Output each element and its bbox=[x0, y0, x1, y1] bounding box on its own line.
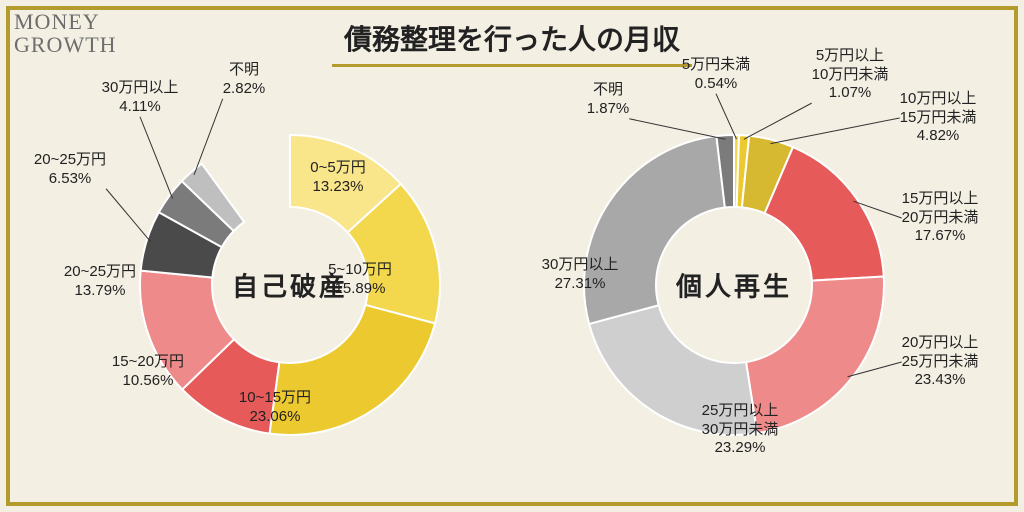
slice-percent: 15.89% bbox=[328, 280, 392, 299]
slice-callout: 30万円以上 27.31% bbox=[542, 256, 619, 294]
slice-callout: 10~15万円 23.06% bbox=[239, 389, 311, 427]
slice-callout: 20~25万円 13.79% bbox=[64, 263, 136, 301]
slice-callout: 20~25万円 6.53% bbox=[34, 151, 106, 189]
slice-label: 5万円未満 bbox=[682, 56, 750, 73]
slice-percent: 0.54% bbox=[682, 75, 750, 94]
slice-percent: 17.67% bbox=[902, 227, 979, 246]
slice-label: 0~5万円 bbox=[310, 159, 365, 176]
slice-callout: 5~10万円 15.89% bbox=[328, 261, 392, 299]
slice-label: 5万円以上 10万円未満 bbox=[812, 47, 889, 83]
slice-percent: 10.56% bbox=[112, 372, 184, 391]
slice-percent: 2.82% bbox=[223, 80, 266, 99]
slice-label: 20万円以上 25万円未満 bbox=[902, 334, 979, 370]
slice-callout: 25万円以上 30万円未満23.29% bbox=[702, 402, 779, 458]
page-title: 債務整理を行った人の月収 bbox=[344, 24, 680, 55]
slice-label: 10万円以上 15万円未満 bbox=[900, 90, 977, 126]
slice-callout: 20万円以上 25万円未満23.43% bbox=[902, 334, 979, 390]
slice-callout: 不明 1.87% bbox=[587, 81, 630, 119]
slice-callout: 15万円以上 20万円未満17.67% bbox=[902, 190, 979, 246]
slice-percent: 23.06% bbox=[239, 408, 311, 427]
slice-label: 30万円以上 bbox=[102, 79, 179, 96]
slice-callout: 0~5万円 13.23% bbox=[310, 159, 365, 197]
slice-percent: 4.11% bbox=[102, 98, 179, 117]
slice-percent: 4.82% bbox=[900, 127, 977, 146]
slice-callout: 10万円以上 15万円未満4.82% bbox=[900, 90, 977, 146]
slice-label: 20~25万円 bbox=[64, 263, 136, 280]
slice-percent: 27.31% bbox=[542, 275, 619, 294]
slice-callout: 5万円未満 0.54% bbox=[682, 56, 750, 94]
title-underline bbox=[332, 64, 692, 67]
slice-callout: 5万円以上 10万円未満1.07% bbox=[812, 47, 889, 103]
slice-percent: 1.07% bbox=[812, 84, 889, 103]
slice-label: 不明 bbox=[593, 81, 623, 98]
chart-right-center-label: 個人再生 bbox=[676, 267, 792, 304]
slice-percent: 23.29% bbox=[702, 439, 779, 458]
slice-callout: 不明 2.82% bbox=[223, 61, 266, 99]
slice-percent: 6.53% bbox=[34, 170, 106, 189]
slice-label: 10~15万円 bbox=[239, 389, 311, 406]
slice-label: 25万円以上 30万円未満 bbox=[702, 402, 779, 438]
slice-label: 5~10万円 bbox=[328, 261, 392, 278]
slice-label: 15~20万円 bbox=[112, 353, 184, 370]
slice-label: 不明 bbox=[229, 61, 259, 78]
slice-label: 20~25万円 bbox=[34, 151, 106, 168]
slice-callout: 15~20万円 10.56% bbox=[112, 353, 184, 391]
slice-label: 30万円以上 bbox=[542, 256, 619, 273]
slice-percent: 13.79% bbox=[64, 282, 136, 301]
slice-callout: 30万円以上 4.11% bbox=[102, 79, 179, 117]
slice-percent: 13.23% bbox=[310, 178, 365, 197]
slice-percent: 23.43% bbox=[902, 371, 979, 390]
slice-percent: 1.87% bbox=[587, 100, 630, 119]
slice-label: 15万円以上 20万円未満 bbox=[902, 190, 979, 226]
donut-chart-right: 個人再生 bbox=[574, 125, 894, 445]
